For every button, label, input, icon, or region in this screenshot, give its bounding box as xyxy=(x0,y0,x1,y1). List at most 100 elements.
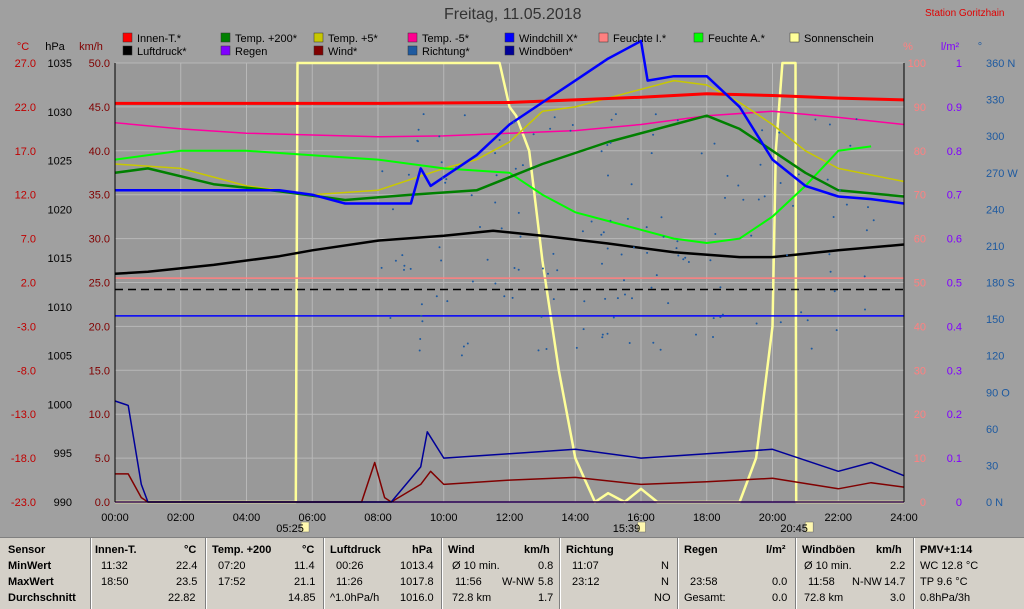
windboeen-max-time: 11:58 xyxy=(808,576,835,588)
direction-dot xyxy=(655,274,658,277)
direction-dot xyxy=(630,183,633,186)
series-luftdruck xyxy=(114,229,905,275)
pressure-tick-label: 1000 xyxy=(48,399,72,411)
series-windchill-x xyxy=(115,39,905,205)
direction-dot xyxy=(779,182,782,184)
direction-dot xyxy=(845,203,848,206)
x-tick-label: 00:00 xyxy=(101,512,129,524)
legend-label: Temp. +5* xyxy=(328,33,379,45)
x-tick-label: 20:00 xyxy=(759,512,787,524)
direction-dot xyxy=(609,141,612,144)
direction-dot xyxy=(547,272,549,275)
regen-max-time: 23:58 xyxy=(690,576,718,588)
direction-tick-label: 300 xyxy=(986,131,1004,143)
regen-total-label: Gesamt: xyxy=(684,592,726,604)
unit-percent: % xyxy=(903,41,913,53)
temp-tick-label: 7.0 xyxy=(21,234,36,246)
humidity-tick-label: 50 xyxy=(914,278,926,290)
direction-dot xyxy=(779,321,782,324)
row-label-sensor: Sensor xyxy=(8,544,46,556)
temp-tick-label: 27.0 xyxy=(15,58,36,70)
direction-tick-label: 90 O xyxy=(986,387,1010,399)
direction-tick-label: 240 xyxy=(986,204,1004,216)
wind-tick-label: 5.0 xyxy=(95,453,110,465)
direction-dot xyxy=(463,114,466,117)
direction-dot xyxy=(855,118,858,121)
direction-tick-label: 150 xyxy=(986,314,1004,326)
rain-tick-label: 0 xyxy=(956,497,962,509)
direction-dot xyxy=(833,290,836,293)
stats-table: Sensor MinWert MaxWert Durchschnitt Inne… xyxy=(0,537,1024,609)
direction-dot xyxy=(792,204,794,207)
direction-dot xyxy=(498,139,501,141)
direction-dot xyxy=(601,336,604,339)
series-feuchte-a xyxy=(114,145,872,244)
direction-dot xyxy=(394,259,397,262)
time-marker-label: 05:25 xyxy=(276,523,304,535)
wind-max-time: 11:56 xyxy=(455,576,482,588)
temp200-avg: 14.85 xyxy=(288,592,316,604)
luftdruck-min: 1013.4 xyxy=(400,560,434,572)
humidity-tick-label: 10 xyxy=(914,453,926,465)
wind-tick-label: 50.0 xyxy=(89,58,110,70)
rain-tick-label: 0.5 xyxy=(947,278,962,290)
direction-dot xyxy=(422,113,425,116)
legend-swatch xyxy=(122,32,133,43)
temp-tick-label: -18.0 xyxy=(11,453,36,465)
direction-dot xyxy=(763,195,766,198)
direction-dot xyxy=(519,235,522,238)
pressure-tick-label: 1015 xyxy=(48,253,72,265)
wind-tick-label: 0.0 xyxy=(95,497,110,509)
pmv-dewpoint: TP 9.6 °C xyxy=(920,576,968,588)
direction-dot xyxy=(417,128,420,131)
windboeen-distance: 72.8 km xyxy=(804,592,844,604)
legend-label: Regen xyxy=(235,46,267,58)
direction-tick-label: 330 xyxy=(986,95,1004,107)
wind-tick-label: 45.0 xyxy=(89,102,110,114)
wind-tick-label: 15.0 xyxy=(89,365,110,377)
direction-dot xyxy=(838,189,841,192)
legend-label: Feuchte I.* xyxy=(613,33,667,45)
pressure-tick-label: 990 xyxy=(54,497,72,509)
direction-dot xyxy=(700,152,703,155)
direction-dot xyxy=(479,226,481,228)
wind-avg10-label: Ø 10 min. xyxy=(452,560,500,572)
direction-dot xyxy=(403,264,406,267)
wind-tick-label: 20.0 xyxy=(89,321,110,333)
direction-dot xyxy=(755,322,758,325)
direction-dot xyxy=(828,253,831,256)
windboeen-avg: 3.0 xyxy=(890,592,906,604)
legend-swatch xyxy=(598,32,609,43)
innen-max: 23.5 xyxy=(176,576,198,588)
direction-dot xyxy=(514,167,517,170)
direction-dot xyxy=(494,201,497,204)
temp-tick-label: 22.0 xyxy=(15,102,36,114)
x-tick-label: 16:00 xyxy=(627,512,655,524)
direction-dot xyxy=(610,118,613,121)
direction-dot xyxy=(494,152,497,155)
x-tick-label: 10:00 xyxy=(430,512,458,524)
station-name: Station Goritzhain xyxy=(925,8,1005,19)
richtung-max: N xyxy=(661,576,669,588)
direction-dot xyxy=(471,280,474,283)
row-label-avg: Durchschnitt xyxy=(8,592,76,604)
direction-dot xyxy=(545,348,548,350)
direction-dot xyxy=(549,127,552,130)
humidity-tick-label: 100 xyxy=(908,58,926,70)
direction-dot xyxy=(517,211,520,214)
legend-label: Temp. -5* xyxy=(422,33,470,45)
luftdruck-max-time: 11:26 xyxy=(336,576,363,588)
direction-dot xyxy=(677,254,680,257)
direction-tick-label: 120 xyxy=(986,351,1004,363)
temp-tick-label: -13.0 xyxy=(11,409,36,421)
legend-label: Windböen* xyxy=(519,46,574,58)
direction-dot xyxy=(867,206,869,209)
direction-dot xyxy=(582,328,585,331)
humidity-tick-label: 20 xyxy=(914,409,926,421)
richtung-avg: NO xyxy=(654,592,671,604)
direction-dot xyxy=(418,349,421,352)
direction-dot xyxy=(609,219,612,222)
direction-dot xyxy=(435,295,438,298)
direction-dot xyxy=(865,229,868,232)
wind-distance: 72.8 km xyxy=(452,592,492,604)
